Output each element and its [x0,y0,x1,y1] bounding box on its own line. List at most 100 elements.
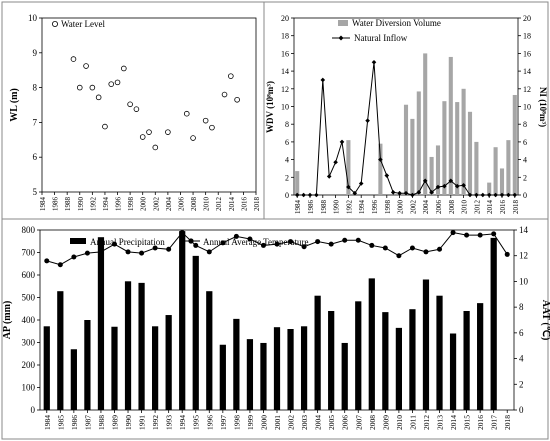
p2-legend: Water Diversion Volume Natural Inflow [332,18,441,43]
p2-legend-line-marker [338,35,344,41]
p3-y2-tick-label: 12 [519,251,528,261]
p3-x-tick-label: 2003 [300,415,309,430]
p2-inflow-marker [429,190,434,195]
p1-y-tick-label: 6 [33,152,38,162]
p3-temperature-marker [409,245,415,251]
p2-diversion-bar [346,140,351,195]
p1-y-tick-label: 10 [28,13,38,23]
p2-inflow-marker [339,139,345,145]
p2-x-tick-label: 1988 [320,200,328,215]
p2-y-tick-label: 4 [285,156,289,165]
p3-y-tick-label: 100 [22,383,36,393]
p3-temperature-marker [125,249,131,255]
p2-y-tick-label: 18 [281,32,289,41]
p3-temperature-marker [233,233,239,239]
p3-precipitation-bar [43,326,50,410]
p3-y-tick-label: 200 [22,360,36,370]
p2-diversion-bar [499,168,505,195]
p3-temperature-marker [504,251,510,257]
p3-x-tick-label: 1984 [43,415,52,430]
p2-diversion-bar [410,118,415,195]
p3-temperature-marker [477,232,483,238]
p1-x-tick-label: 2012 [215,197,223,212]
p3-x-tick-label: 2010 [395,415,404,430]
p3-precipitation-bar [260,342,267,410]
p2-y2-tick-label: 16 [523,49,531,58]
p3-y-tick-label: 800 [22,225,36,235]
p2-y-tick-label: 14 [281,67,289,76]
p2-y2-tick-label: 0 [523,191,527,200]
p3-precipitation-bar [70,349,77,410]
p3-y2-tick-label: 8 [519,302,524,312]
p2-y2-tick-label: 14 [523,67,531,76]
p3-precipitation-bar [124,281,132,410]
p2-x-tick-label: 1986 [307,200,315,215]
p2-x-tick-label: 1984 [294,200,302,215]
p2-x-tick-label: 2014 [486,200,494,215]
p2-diversion-bar [455,102,460,195]
p3-temperature-marker [464,232,470,238]
p2-x-tick-label: 2010 [461,200,469,215]
p2-inflow-marker [346,184,351,190]
p1-y-axis-label: WL (m) [9,88,20,122]
p3-precipitation-bar [355,301,362,410]
p1-data-point [234,96,240,103]
p3-y-tick-label: 500 [22,293,36,303]
p3-precipitation-bar [138,282,145,410]
p2-diversion-bar [429,156,434,195]
p3-x-tick-label: 1985 [56,415,65,430]
p1-data-point [221,91,228,98]
p1-data-point [108,81,115,87]
p3-y-tick-label: 400 [22,315,36,325]
p1-data-point [228,73,234,79]
p3-temperature-marker [71,254,77,260]
p1-x-tick-label: 1998 [127,197,135,212]
p3-temperature-marker [220,240,226,246]
p2-diversion-bar [378,143,383,195]
p3-legend-line-label: Annual Average Temperature [203,237,309,247]
p3-legend-line-marker [188,238,194,244]
p2-legend-line-label: Natural Inflow [354,33,408,43]
p2-inflow-marker [333,159,338,165]
p3-temperature-marker [450,230,456,236]
p2-x-tick-label: 2012 [473,200,481,215]
p3-x-tick-label: 1994 [178,415,187,430]
p1-x-tick-label: 1986 [52,197,60,212]
panel-climate-frame [1,218,549,440]
p3-precipitation-bar [382,312,389,410]
p3-precipitation-bar [368,278,375,410]
p3-temperature-marker [437,246,443,252]
p3-x-tick-label: 1991 [138,415,147,430]
p2-x-tick-label: 2002 [409,200,417,215]
p3-x-tick-label: 2014 [449,415,458,430]
p2-diversion-bar [467,111,473,195]
p2-inflow-marker [422,178,428,184]
p3-temperature-marker [57,262,63,268]
p2-inflow-marker [512,192,518,198]
p3-precipitation-bar [219,344,226,410]
p3-temperature-marker [98,249,104,255]
p3-y2-tick-label: 0 [519,405,524,415]
p2-x-tick-label: 1998 [384,200,392,215]
p1-legend: Water Level [52,19,105,29]
p3-x-tick-label: 2004 [314,415,323,430]
p2-diversion-bar [442,101,447,195]
p3-x-tick-label: 2016 [476,415,485,430]
p2-diversion-bar [448,56,453,195]
p2-x-tick-label: 2018 [512,200,520,215]
p2-inflow-marker [301,192,306,198]
p3-y-tick-label: 600 [22,270,36,280]
p3-precipitation-bar [341,342,348,410]
p3-legend-bar-swatch [70,238,86,244]
p2-y-tick-label: 10 [281,103,289,112]
p2-diversion-bar [423,53,428,196]
p1-x-tick-label: 1994 [102,197,110,212]
p2-inflow-marker [461,182,466,188]
diversion-inflow-chart: WDV (10⁸m³) NI (10⁸m³) 02468101214161820… [265,14,548,214]
p1-y-tick-label: 5 [33,187,38,197]
p3-precipitation-bar [463,311,470,410]
p2-x-tick-label: 1994 [358,200,366,215]
p3-x-tick-label: 2002 [287,415,296,430]
p3-x-tick-label: 1987 [83,415,92,430]
